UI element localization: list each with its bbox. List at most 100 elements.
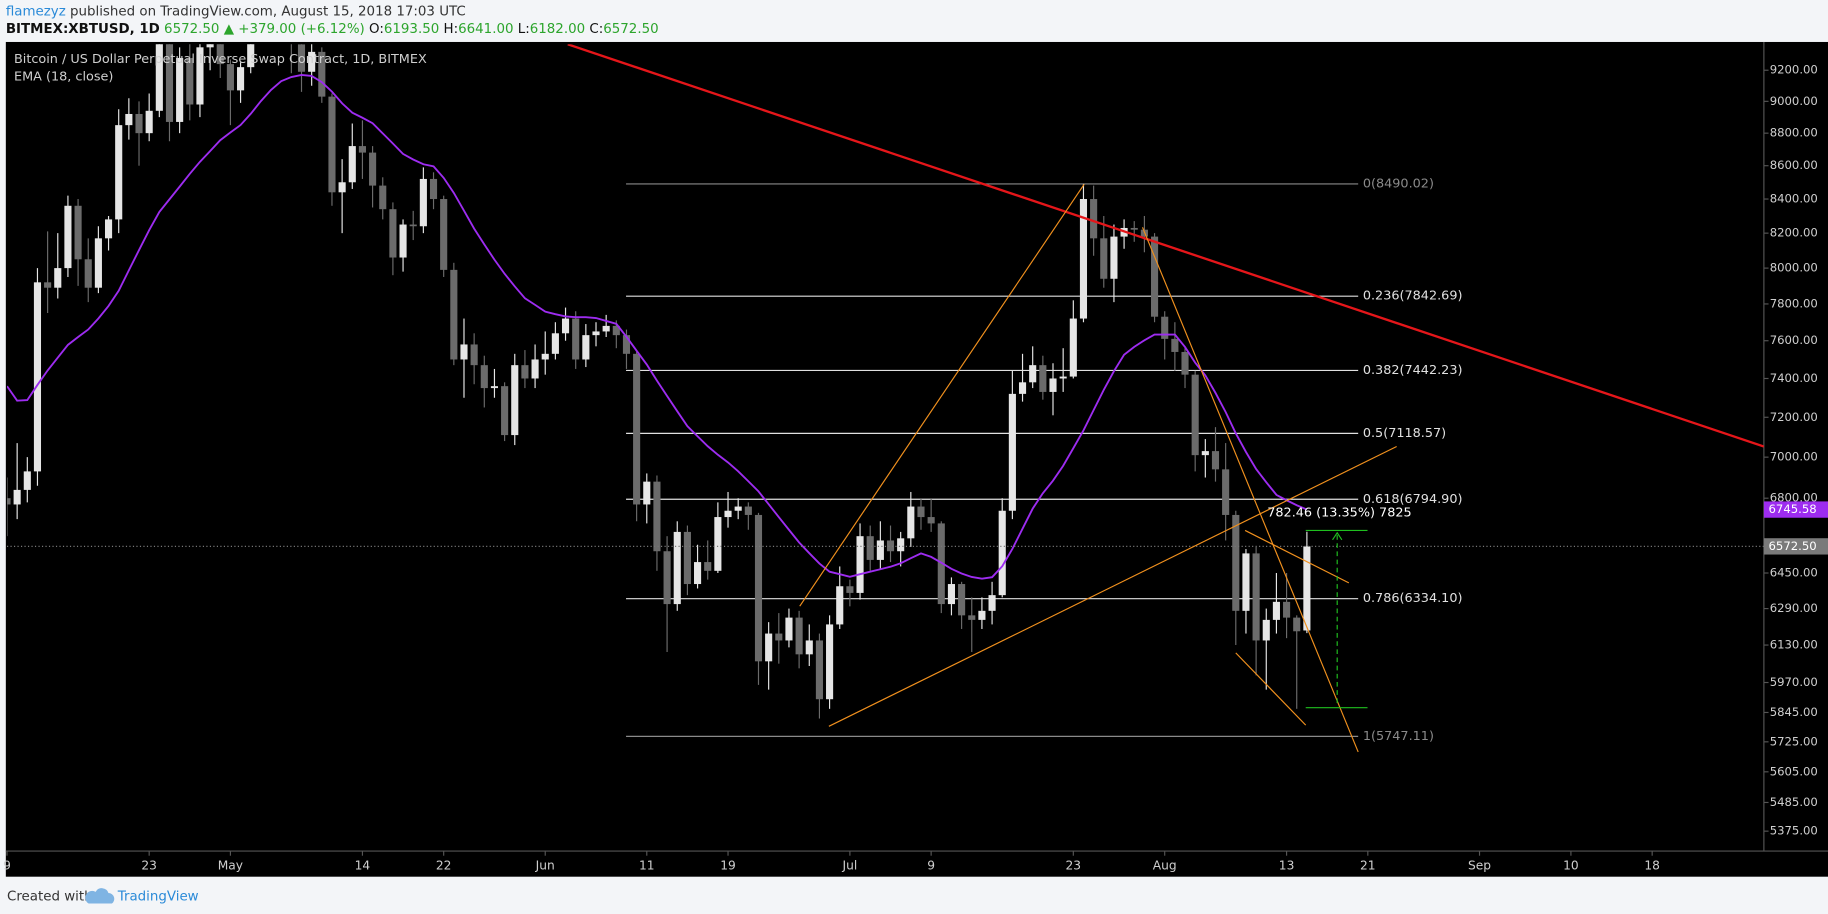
candle-body — [23, 471, 31, 490]
candle-body — [521, 365, 529, 379]
price-mark-label: 6745.58 — [1769, 502, 1817, 516]
x-tick-label: 14 — [355, 859, 371, 873]
candle-body — [805, 640, 813, 655]
legend-entry: EMA (18, close) — [14, 69, 113, 84]
ohlc-key: L: — [518, 22, 530, 37]
candle-body — [511, 365, 519, 436]
candle-body — [196, 47, 204, 105]
tradingview-logo[interactable] — [85, 888, 115, 904]
y-tick-label: 8000.00 — [1770, 261, 1818, 275]
candle-body — [54, 268, 62, 288]
ohlc-value: 6572.50 — [603, 22, 658, 37]
candle-body — [501, 386, 509, 436]
candle-body — [754, 514, 763, 662]
orange-trendline[interactable] — [828, 445, 1397, 727]
ohlc-value: 6641.00 — [458, 22, 513, 37]
candle-body — [551, 333, 559, 354]
y-tick-label: 8200.00 — [1770, 226, 1818, 240]
candle-body — [704, 562, 712, 571]
candle-body — [765, 633, 773, 662]
candle-body — [1029, 365, 1037, 383]
candle-body — [846, 586, 854, 593]
candle-body — [866, 536, 874, 560]
candle-body — [1049, 378, 1057, 392]
candle-body — [308, 51, 316, 72]
candle-body — [1283, 601, 1291, 618]
y-tick-label: 5725.00 — [1770, 734, 1818, 748]
candle-body — [531, 359, 539, 379]
candle-body — [297, 44, 306, 72]
candle-body — [358, 146, 366, 153]
y-tick-label: 9200.00 — [1770, 63, 1818, 77]
price-mark-box — [1763, 501, 1828, 518]
candle-body — [379, 185, 387, 210]
candle-body — [247, 44, 255, 68]
candle-body — [216, 44, 224, 65]
candle-body — [826, 624, 834, 700]
candle-body — [429, 178, 438, 200]
red-trendline[interactable] — [567, 44, 1764, 448]
candle-body — [399, 224, 407, 258]
fib-label: 0.236(7842.69) — [1363, 289, 1463, 304]
y-tick-label: 6800.00 — [1770, 491, 1818, 505]
candle-body — [541, 353, 549, 360]
candle-body — [186, 57, 194, 105]
y-tick-label: 6450.00 — [1770, 566, 1818, 580]
candle-body — [1232, 514, 1240, 611]
x-tick-label: Jul — [842, 859, 858, 873]
candle-body — [84, 259, 92, 288]
candle-body — [663, 551, 671, 605]
symbol: BITMEX:XBTUSD, 1D — [6, 22, 160, 37]
candle-body — [582, 335, 590, 360]
x-tick-label: 10 — [1563, 859, 1579, 873]
publish-line: flamezyz published on TradingView.com, A… — [6, 5, 466, 20]
candle-body — [1039, 365, 1047, 392]
candle-body — [318, 51, 326, 97]
orange-trendline[interactable] — [1141, 227, 1359, 753]
candle-body — [1069, 318, 1077, 377]
candle-body — [673, 531, 681, 605]
fib-label: 0.786(6334.10) — [1363, 591, 1463, 606]
candle-body — [440, 199, 448, 270]
candle-body — [165, 44, 174, 122]
candle-body — [988, 595, 996, 611]
footer-text: Created with — [7, 890, 93, 905]
measure-label: 782.46 (13.35%) 7825 — [1267, 505, 1411, 520]
y-tick-label: 6290.00 — [1770, 601, 1818, 615]
candle-body — [74, 205, 82, 260]
candle-body — [206, 44, 214, 48]
candle-body — [470, 344, 478, 366]
candle-body — [287, 44, 295, 45]
x-tick-label: Jun — [535, 859, 555, 873]
author[interactable]: flamezyz — [6, 5, 66, 20]
y-tick-label: 8600.00 — [1770, 158, 1818, 172]
candle-body — [104, 219, 113, 239]
fib-label: 1(5747.11) — [1363, 729, 1434, 744]
candle-body — [145, 110, 153, 134]
candle-body — [460, 344, 468, 360]
x-tick-label: 21 — [1360, 859, 1376, 873]
candle-body — [958, 584, 966, 616]
orange-trendline[interactable] — [1244, 529, 1350, 584]
candle-body — [1252, 553, 1260, 641]
y-tick-label: 5375.00 — [1770, 824, 1818, 838]
y-tick-label: 8400.00 — [1770, 192, 1818, 206]
x-tick-label: Sep — [1468, 859, 1491, 873]
orange-trendline[interactable] — [799, 183, 1085, 607]
orange-trendline[interactable] — [1235, 652, 1307, 726]
candle-body — [1100, 238, 1108, 279]
x-tick-label: 18 — [1644, 859, 1660, 873]
candle-body — [389, 209, 397, 258]
x-tick-label: 11 — [639, 859, 655, 873]
candle-body — [978, 610, 986, 620]
candle-body — [856, 536, 864, 593]
ohlc-value: 6193.50 — [384, 22, 439, 37]
candle-body — [338, 182, 346, 193]
ohlc-key: C: — [589, 22, 603, 37]
candle-body — [450, 269, 458, 360]
logo-cloud — [85, 888, 115, 904]
candle-body — [653, 481, 661, 552]
ohlc-key: H: — [444, 22, 459, 37]
footer-brand[interactable]: TradingView — [117, 890, 199, 905]
